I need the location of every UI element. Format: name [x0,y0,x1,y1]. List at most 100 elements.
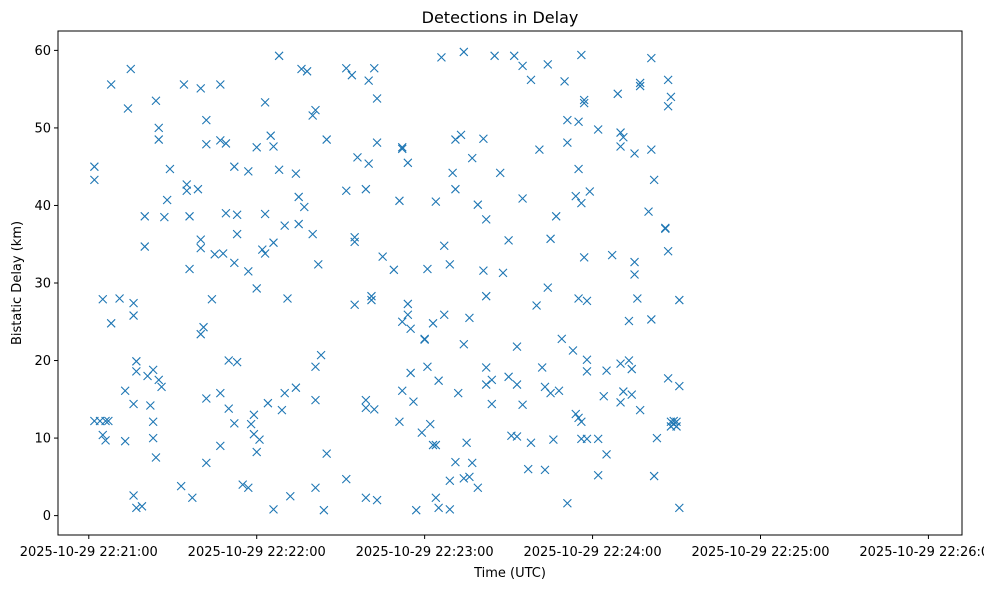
data-point [229,258,239,268]
data-point [448,168,458,178]
data-point [140,211,150,221]
data-point [624,356,634,365]
data-point [618,387,628,396]
data-point [445,260,455,269]
data-point [291,169,301,179]
data-point [120,386,130,396]
x-tick-label: 2025-10-29 22:21:00 [20,545,158,560]
data-point [123,104,133,113]
data-point [159,212,169,222]
data-point [473,200,483,210]
data-point [395,417,404,427]
data-point [512,342,522,351]
plot-frame [57,30,963,536]
data-point [196,235,206,244]
x-tick-label: 2025-10-29 22:22:00 [188,545,326,560]
data-point [672,417,681,427]
data-point [182,180,192,189]
data-point [487,375,497,385]
data-point [406,368,416,378]
data-point [101,436,110,445]
data-point [562,498,572,508]
data-point [518,194,527,203]
data-point [196,243,206,253]
data-point [252,284,262,293]
data-point [582,355,592,365]
data-point [409,397,418,407]
data-point [252,447,262,457]
data-point [473,483,483,493]
data-point [504,235,513,245]
data-point [221,139,231,148]
data-point [221,208,231,218]
data-point [154,135,164,144]
data-point [185,264,194,274]
data-point [551,211,561,221]
data-point [232,229,242,239]
data-point [445,505,455,514]
data-point [546,234,555,244]
data-point [255,435,264,445]
data-point [627,364,637,374]
data-point [445,476,455,486]
data-point [313,260,323,269]
data-point [201,139,211,149]
data-point [403,299,413,309]
data-point [495,168,505,178]
y-tick-label: 10 [34,432,51,447]
data-point [526,75,536,85]
data-point [453,388,463,398]
data-point [157,382,166,392]
data-point [562,115,572,125]
data-point [308,229,318,239]
data-point [302,66,312,76]
data-point [148,417,158,427]
data-point [229,418,239,428]
data-point [630,149,639,158]
data-point [616,128,625,137]
data-point [283,294,292,303]
data-point [106,80,116,89]
data-point [602,366,611,376]
data-point [666,92,676,102]
data-point [129,298,138,308]
data-point [294,192,304,202]
data-point [593,125,603,134]
data-point [582,367,592,376]
data-point [210,249,220,259]
data-point [131,503,141,513]
data-point [263,398,273,408]
data-point [201,115,211,125]
data-point [663,373,673,383]
data-point [246,419,256,429]
data-point [557,334,567,344]
data-point [568,346,578,355]
data-point [646,53,656,63]
data-point [560,77,569,86]
data-point [465,472,474,482]
data-point [599,391,609,401]
data-point [537,363,547,372]
data-point [487,399,497,409]
series-points [89,47,684,515]
data-point [148,365,158,375]
data-point [439,310,449,320]
data-point [137,501,147,511]
data-point [574,294,583,303]
data-point [459,474,469,483]
data-point [257,245,267,255]
data-point [582,434,592,444]
data-point [126,64,136,74]
data-point [546,388,555,398]
data-point [509,51,519,61]
data-point [579,95,589,105]
data-point [347,70,357,80]
axes: 2025-10-29 22:21:00 2025-10-29 22:22:00 20… [20,44,984,560]
data-point [417,428,427,438]
data-point [115,294,124,303]
data-point [154,375,164,385]
data-point [459,339,469,349]
x-tick-label: 2025-10-29 22:24:00 [524,545,662,560]
x-tick-label: 2025-10-29 22:23:00 [356,545,494,560]
data-point [361,395,371,405]
